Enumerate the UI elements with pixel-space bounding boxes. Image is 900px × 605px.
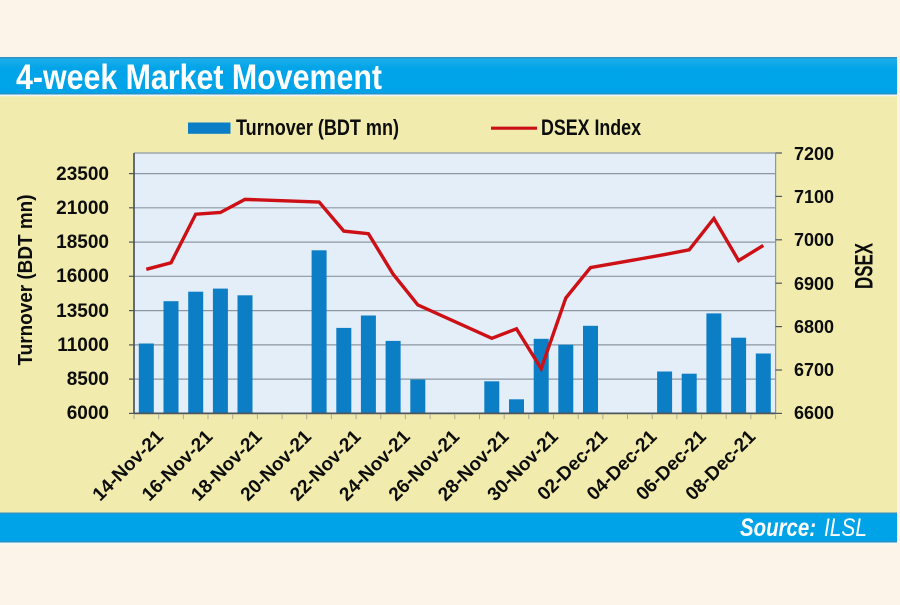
svg-text:6000: 6000: [67, 403, 109, 424]
svg-text:Source:: Source:: [740, 514, 816, 542]
svg-text:6600: 6600: [794, 403, 834, 423]
svg-text:7000: 7000: [794, 230, 834, 250]
svg-text:4-week Market Movement: 4-week Market Movement: [16, 58, 382, 97]
svg-text:8500: 8500: [67, 369, 109, 390]
svg-text:11000: 11000: [57, 335, 109, 356]
svg-text:7200: 7200: [794, 144, 834, 164]
svg-text:6900: 6900: [794, 274, 834, 294]
svg-text:DSEX: DSEX: [851, 243, 879, 289]
svg-text:18500: 18500: [56, 232, 109, 253]
svg-text:6700: 6700: [794, 360, 834, 380]
svg-text:13500: 13500: [56, 301, 109, 322]
svg-text:21000: 21000: [56, 198, 109, 219]
svg-text:16000: 16000: [56, 266, 109, 287]
svg-text:23500: 23500: [56, 164, 109, 185]
svg-text:ILSL: ILSL: [824, 514, 867, 542]
svg-text:DSEX Index: DSEX Index: [541, 115, 642, 140]
svg-text:7100: 7100: [794, 187, 834, 207]
svg-text:6800: 6800: [794, 317, 834, 337]
svg-text:Turnover (BDT mn): Turnover (BDT mn): [236, 115, 399, 140]
svg-text:Turnover (BDT mn): Turnover (BDT mn): [15, 195, 37, 366]
